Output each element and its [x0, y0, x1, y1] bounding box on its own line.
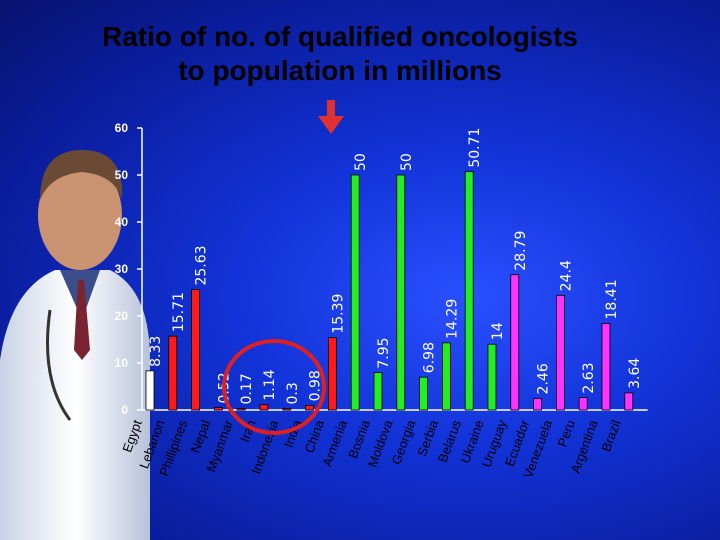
- title-line-1: Ratio of no. of qualified oncologists: [102, 21, 578, 52]
- bar: [259, 404, 269, 411]
- bar: [510, 274, 520, 411]
- bar: [282, 408, 292, 411]
- y-tick-label: 10: [115, 356, 129, 370]
- y-tick-label: 60: [115, 121, 129, 135]
- bar: [236, 408, 246, 411]
- value-label: 50: [353, 153, 369, 171]
- category-label: Peru: [555, 418, 578, 449]
- value-label: 0.3: [285, 382, 301, 404]
- bar: [624, 392, 634, 411]
- category-label: Egypt: [119, 418, 145, 455]
- bar: [191, 289, 200, 411]
- bar: [373, 372, 383, 411]
- bar: [145, 370, 155, 411]
- y-tick-label: 40: [115, 215, 129, 229]
- value-label: 1.14: [262, 369, 278, 400]
- bar: [464, 171, 474, 411]
- bar: [305, 404, 314, 411]
- bar: [487, 343, 497, 411]
- bar: [441, 342, 451, 411]
- bar: [396, 174, 406, 411]
- y-tick-label: 50: [115, 168, 129, 182]
- y-tick-label: 0: [121, 403, 128, 417]
- value-label: 3.64: [627, 358, 643, 389]
- value-label: 15.71: [171, 292, 187, 332]
- value-label: 15.39: [330, 294, 346, 334]
- doctor-image: [0, 150, 150, 540]
- y-tick-label: 20: [115, 309, 129, 323]
- value-label: 28.79: [513, 231, 529, 271]
- value-label: 2.46: [536, 363, 552, 394]
- value-label: 25.63: [194, 245, 210, 285]
- value-label: 0.17: [239, 373, 255, 404]
- value-label: 18.41: [604, 279, 620, 319]
- value-label: 24.4: [558, 260, 574, 291]
- bar: [327, 337, 337, 411]
- value-label: 2.63: [581, 362, 597, 393]
- y-tick-label: 30: [115, 262, 129, 276]
- chart-title: Ratio of no. of qualified oncologists to…: [0, 20, 680, 88]
- bar: [213, 407, 223, 411]
- highlight-circle: [222, 339, 326, 435]
- bar: [168, 335, 178, 411]
- chart-bars: [145, 171, 634, 411]
- bar: [419, 376, 428, 411]
- value-label: 8.33: [148, 336, 164, 367]
- value-label: 0.98: [308, 370, 324, 401]
- value-label: 50: [399, 153, 415, 171]
- title-line-2: to population in millions: [178, 55, 502, 86]
- arrow-down-icon: [318, 100, 344, 134]
- value-label: 14.29: [444, 299, 460, 339]
- bar: [350, 174, 360, 411]
- value-label: 6.98: [422, 342, 438, 373]
- category-label: Brazil: [598, 418, 623, 454]
- value-label: 7.95: [376, 337, 392, 368]
- bar: [555, 294, 565, 411]
- bar: [601, 323, 611, 411]
- bar: [578, 397, 588, 411]
- bar: [533, 398, 542, 411]
- value-label: 50.71: [467, 128, 483, 168]
- value-label: 14: [490, 322, 506, 340]
- category-label: Nepal: [187, 418, 213, 455]
